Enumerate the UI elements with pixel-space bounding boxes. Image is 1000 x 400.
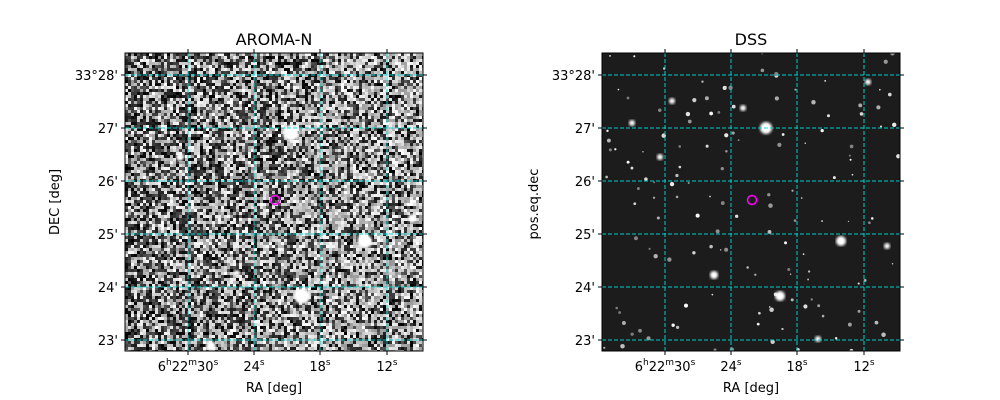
ra-tick-label: 24s bbox=[720, 358, 742, 375]
dec-tick-label: 27' bbox=[98, 122, 118, 137]
axes-frame bbox=[124, 52, 424, 352]
target-marker bbox=[269, 194, 281, 206]
dec-tick-label: 23' bbox=[575, 334, 595, 349]
sky-image bbox=[125, 53, 423, 351]
dec-tick-label: 23' bbox=[98, 334, 118, 349]
sky-image bbox=[602, 53, 900, 351]
dec-tick-label: 25' bbox=[98, 228, 118, 243]
axis-ticks: 6h22m30s 24s 18s 12s 33°28' 27' 26' 25' 24' 23' bbox=[552, 49, 904, 375]
y-axis-label: DEC [deg] bbox=[48, 169, 63, 235]
panel-dss: DSS 6h22m30s 24s 18s 12s 33°28' 27' 26' 25' 24' 2… bbox=[527, 30, 904, 396]
ra-tick-label: 6h22m30s bbox=[158, 358, 219, 375]
x-axis-label: RA [deg] bbox=[723, 381, 779, 396]
axis-ticks: 6h22m30s 24s 18s 12s 33°28' 27' 26' 25' 24' 23' bbox=[75, 49, 427, 375]
ra-tick-label: 18s bbox=[786, 358, 808, 375]
target-marker bbox=[746, 194, 758, 206]
ra-tick-label: 12s bbox=[376, 358, 398, 375]
dec-tick-label: 26' bbox=[98, 175, 118, 190]
axes-frame bbox=[601, 52, 901, 352]
dec-tick-label: 27' bbox=[575, 122, 595, 137]
dec-tick-label: 24' bbox=[98, 281, 118, 296]
ra-tick-label: 18s bbox=[309, 358, 331, 375]
ra-tick-label: 24s bbox=[243, 358, 265, 375]
x-axis-label: RA [deg] bbox=[246, 381, 302, 396]
dec-tick-label: 26' bbox=[575, 175, 595, 190]
coordinate-grid bbox=[125, 53, 423, 351]
ra-tick-label: 6h22m30s bbox=[635, 358, 696, 375]
panel-aroma-n: AROMA-N 6h22m30s 24s 18s 12s 33°28' 27' 26' 25'… bbox=[48, 30, 427, 396]
dec-tick-label: 25' bbox=[575, 228, 595, 243]
panel-title: DSS bbox=[735, 30, 768, 49]
y-axis-label: pos.eq.dec bbox=[527, 169, 542, 240]
dec-tick-label: 33°28' bbox=[75, 69, 118, 84]
coordinate-grid bbox=[602, 53, 900, 351]
dec-tick-label: 33°28' bbox=[552, 69, 595, 84]
ra-tick-label: 12s bbox=[853, 358, 875, 375]
panel-title: AROMA-N bbox=[236, 30, 313, 49]
dec-tick-label: 24' bbox=[575, 281, 595, 296]
